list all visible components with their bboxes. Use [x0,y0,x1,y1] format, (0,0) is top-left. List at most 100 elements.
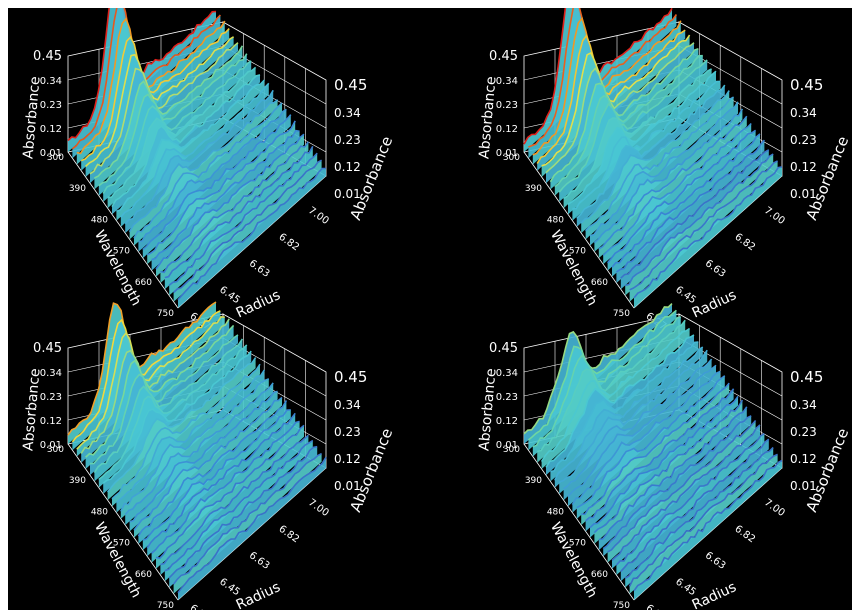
surface-ridge-line [116,79,265,213]
surface-mesh [523,303,783,600]
surface-ridge-line [611,424,761,561]
wavelength-tick-label: 390 [525,184,542,194]
surface-strip [164,146,313,290]
wavelength-tick-label: 750 [157,309,174,319]
surface-ridge-line [80,318,230,454]
surface-ridge-line [615,433,765,566]
surface-ridge-line [89,42,239,175]
surface-ridge-line [606,129,757,264]
surface-ridge-line [558,59,708,193]
radius-axis-title: Radius [234,287,283,321]
wavelength-tick-label: 570 [569,247,586,257]
radius-tick-label: 6.63 [247,550,272,572]
surface-strip [634,460,782,600]
surface-ridge-line [168,152,318,286]
z-tick-label-right: 0.12 [334,452,361,466]
z-axis-title-right: Absorbance [802,134,852,223]
wavelength-tick-label: 480 [547,215,564,225]
z-tick-label-left: 0.01 [496,440,518,451]
surface-ridge-line [633,166,783,299]
surface-strip [138,400,287,544]
z-tick-label-right: 0.23 [334,425,361,439]
z-tick-label-left: 0.34 [496,76,518,87]
z-tick-label-left: 0.12 [496,124,518,135]
surface-ridge-line [624,446,774,579]
radius-tick-label: 6.63 [703,258,728,280]
surface-ridge-line [76,17,226,155]
wavelength-tick-label: 300 [47,445,64,455]
surface-ridge-line [567,364,717,498]
surface-ridge-line [76,315,225,450]
surface-ridge-line [633,459,783,592]
surface-ridge-line [142,409,291,541]
radius-tick-label: 6.82 [276,232,301,254]
surface-strip [173,453,322,594]
surface-mesh [523,8,783,308]
surface-ridge-line [611,133,761,268]
surface-ridge-line [541,34,691,167]
z-tick-label-right: 0.45 [790,76,823,94]
floor-edge-wavelength [523,151,635,309]
z-tick-label-left: 0.45 [489,341,518,356]
surface-ridge-line [111,74,261,208]
surface-ridge-line [151,129,300,261]
surface-ridge-line [168,445,318,579]
radius-axis-title: Radius [234,579,283,610]
surface-ridge-line [71,8,221,150]
surface-mesh [67,8,326,308]
radius-tick-label: 6.45 [217,284,242,306]
radius-tick-label: 6.45 [217,576,242,598]
z-tick-label-left: 0.23 [496,100,518,111]
surface-plot-top-right: 0.45 0.34 0.23 0.12 0.01 0.45 0.34 0.23 0.12 0.01… [476,8,852,333]
radius-tick-label: 6.82 [732,232,757,254]
wavelength-tick-label: 480 [547,507,564,517]
surface-strip [178,457,326,600]
surface-ridge-line [563,68,712,200]
surface-strip [620,149,769,290]
surface-ridge-line [576,84,726,219]
surface-ridge-line [554,346,704,481]
floor-edge-wavelength [67,443,179,601]
surface-ridge-line [593,399,744,534]
surface-ridge-line [589,395,739,529]
wavelength-tick-label: 390 [69,476,86,486]
wavelength-tick-label: 300 [503,445,520,455]
surface-ridge-line [102,60,252,194]
radius-axis-title: Radius [690,287,739,321]
wavelength-tick-label: 660 [591,570,608,580]
z-tick-label-left: 0.23 [40,100,62,111]
wavelength-tick-label: 390 [525,476,542,486]
surface-ridge-line [528,8,678,148]
z-axis-title-left: Absorbance [20,368,43,452]
z-tick-label-right: 0.12 [334,160,361,174]
z-tick-label-right: 0.01 [790,479,817,493]
wavelength-tick-label: 750 [157,601,174,610]
z-tick-label-right: 0.12 [790,160,817,174]
z-tick-label-left: 0.01 [40,148,62,159]
z-tick-label-left: 0.01 [496,148,518,159]
z-tick-label-right: 0.45 [334,76,367,94]
surface-ridge-line [558,349,708,483]
z-tick-label-right: 0.34 [334,398,361,412]
surface-ridge-line [628,453,778,587]
surface-strip [147,413,296,557]
z-tick-label-right: 0.34 [790,106,817,120]
radius-tick-label: 6.82 [732,524,757,546]
surface-plot-bottom-left: 0.45 0.34 0.23 0.12 0.01 0.45 0.34 0.23 0.12 0.01… [20,301,396,610]
wavelength-tick-label: 660 [591,278,608,288]
wavelength-tick-label: 390 [69,184,86,194]
surface-ridge-line [607,419,757,553]
surface-ridge-line [80,28,230,162]
surface-ridge-line [120,82,270,218]
surface-ridge-line [94,45,244,179]
surface-ridge-line [107,66,257,199]
surface-ridge-line [177,456,327,594]
surface-strip [629,160,778,302]
surface-ridge-line [527,309,677,441]
surface-ridge-line [589,101,739,237]
z-tick-label-right: 0.01 [334,187,361,201]
wavelength-tick-label: 660 [135,278,152,288]
z-tick-label-left: 0.45 [33,49,62,64]
surface-ridge-line [137,400,288,537]
wavelength-tick-label: 480 [91,215,108,225]
